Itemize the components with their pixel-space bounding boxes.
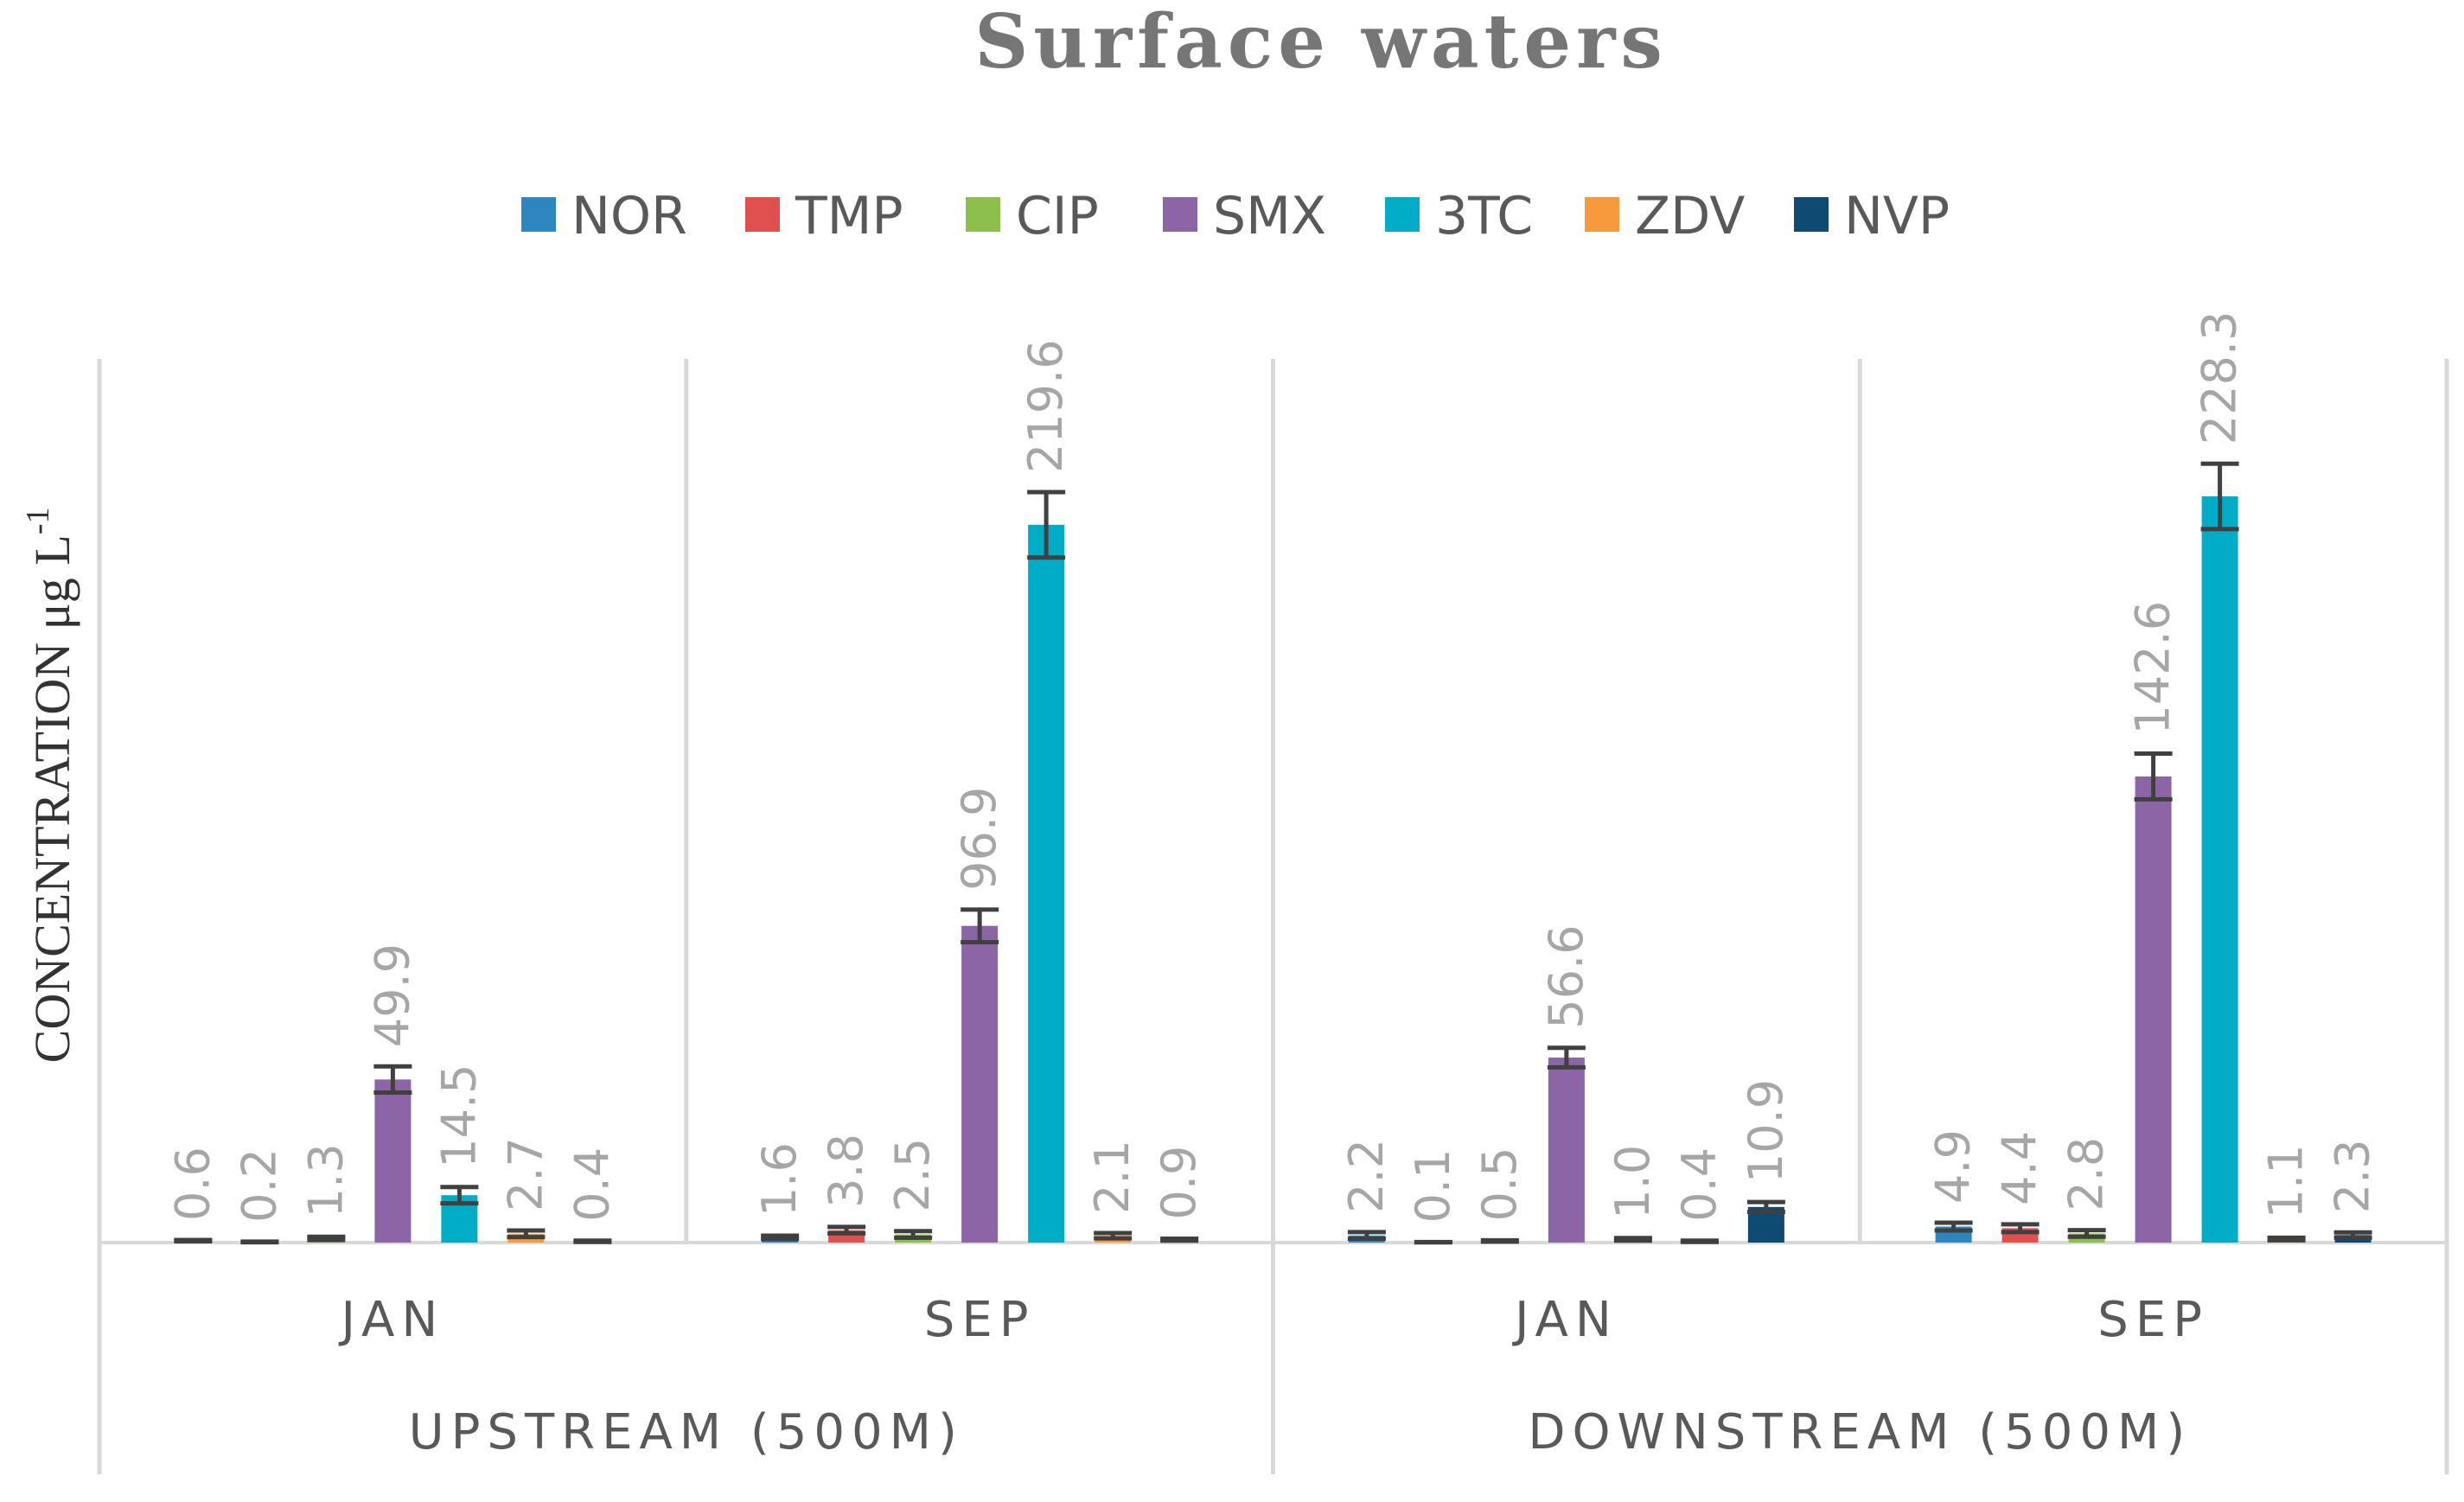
error-bar-cip	[1480, 1237, 1519, 1244]
gridlines	[97, 359, 2449, 1474]
bar-smx	[2135, 776, 2172, 1243]
month-label: JAN	[339, 1292, 445, 1348]
error-bar-3tc	[1027, 489, 1066, 560]
data-label-zdv: 2.7	[498, 1137, 552, 1211]
error-bar-3tc	[2200, 461, 2239, 532]
error-bar-3tc	[1613, 1236, 1652, 1243]
month-label: SEP	[924, 1292, 1036, 1348]
y-axis-label: CONCENTRATION μg L-1	[20, 508, 80, 1064]
legend-label-tmp: TMP	[795, 186, 903, 246]
error-bar-cip	[307, 1234, 346, 1243]
month-label: JAN	[1512, 1292, 1618, 1348]
bars	[174, 461, 2372, 1245]
y-axis-label-main: CONCENTRATION μg L	[24, 534, 80, 1063]
data-label-nor: 4.9	[1926, 1129, 1981, 1204]
data-label-nvp: 0.9	[1152, 1146, 1206, 1220]
error-bar-nvp	[573, 1238, 612, 1244]
data-label-zdv: 0.4	[1672, 1147, 1727, 1222]
data-label-3tc: 14.5	[431, 1064, 486, 1168]
data-label-nvp: 0.4	[565, 1147, 619, 1222]
error-bar-nor	[761, 1233, 800, 1242]
data-label-3tc: 1.0	[1605, 1145, 1660, 1219]
error-bar-zdv	[2267, 1235, 2306, 1243]
data-label-smx: 96.9	[952, 787, 1006, 891]
error-bar-zdv	[507, 1228, 546, 1240]
error-bar-tmp	[240, 1239, 279, 1245]
data-label-tmp: 4.4	[1993, 1131, 2047, 1205]
bar-3tc	[2201, 496, 2238, 1243]
legend-label-3tc: 3TC	[1435, 186, 1533, 246]
site-label: DOWNSTREAM (500M)	[1528, 1404, 2192, 1460]
error-bar-nvp	[1746, 1199, 1785, 1214]
error-bar-zdv	[1094, 1230, 1133, 1241]
legend-swatch-cip	[966, 197, 1000, 232]
error-bar-nor	[174, 1237, 213, 1243]
legend-swatch-3tc	[1385, 197, 1420, 232]
data-label-zdv: 1.1	[2259, 1144, 2314, 1218]
data-label-3tc: 219.6	[1018, 340, 1073, 474]
data-label-tmp: 3.8	[819, 1134, 873, 1208]
data-label-nor: 0.6	[165, 1147, 220, 1221]
error-bar-nor	[1347, 1230, 1386, 1241]
error-bar-smx	[373, 1064, 412, 1095]
error-bar-nvp	[2333, 1230, 2372, 1240]
error-bar-cip	[894, 1229, 933, 1240]
legend-label-nor: NOR	[571, 186, 687, 246]
legend-swatch-smx	[1163, 197, 1197, 232]
legend-label-smx: SMX	[1213, 186, 1326, 246]
data-label-zdv: 2.1	[1085, 1140, 1139, 1214]
data-label-tmp: 0.2	[232, 1148, 286, 1223]
legend-label-nvp: NVP	[1844, 186, 1950, 246]
data-label-tmp: 0.1	[1406, 1149, 1460, 1224]
data-label-smx: 142.6	[2126, 601, 2180, 735]
data-label-smx: 56.6	[1539, 924, 1593, 1028]
data-label-cip: 0.5	[1472, 1147, 1527, 1221]
error-bar-smx	[2134, 751, 2173, 802]
error-bar-smx	[961, 907, 999, 945]
data-label-nor: 1.6	[752, 1142, 807, 1217]
legend-label-cip: CIP	[1016, 186, 1099, 246]
bar-smx	[374, 1079, 412, 1243]
bar-smx	[961, 925, 999, 1243]
error-bar-zdv	[1680, 1238, 1719, 1244]
error-bar-nor	[1934, 1220, 1973, 1233]
error-bar-smx	[1547, 1045, 1586, 1070]
legend-swatch-zdv	[1585, 197, 1619, 232]
bar-3tc	[1028, 524, 1065, 1243]
data-label-nvp: 10.9	[1739, 1079, 1793, 1183]
error-bar-tmp	[2001, 1222, 2040, 1235]
data-label-3tc: 228.3	[2193, 311, 2247, 445]
error-bar-nvp	[1160, 1236, 1199, 1243]
error-bar-cip	[2067, 1228, 2106, 1239]
error-bar-tmp	[827, 1224, 866, 1236]
legend: NOR TMP CIP SMX 3TC ZDV NVP	[521, 186, 1950, 246]
legend-swatch-nvp	[1794, 197, 1829, 232]
data-label-cip: 2.8	[2059, 1137, 2114, 1211]
data-label-cip: 2.5	[885, 1138, 940, 1212]
legend-label-zdv: ZDV	[1635, 186, 1745, 246]
data-label-nor: 2.2	[1339, 1139, 1394, 1213]
bar-smx	[1548, 1058, 1585, 1243]
data-label-smx: 49.9	[365, 943, 419, 1047]
legend-swatch-tmp	[745, 197, 780, 232]
chart-title: Surface waters	[974, 0, 1668, 86]
data-label-nvp: 2.3	[2326, 1139, 2380, 1213]
site-label: UPSTREAM (500M)	[409, 1404, 964, 1460]
y-axis-label-superscript: -1	[20, 508, 56, 535]
data-label-cip: 1.3	[298, 1143, 353, 1218]
legend-swatch-nor	[521, 197, 556, 232]
month-label: SEP	[2097, 1292, 2209, 1348]
error-bar-3tc	[440, 1185, 479, 1206]
